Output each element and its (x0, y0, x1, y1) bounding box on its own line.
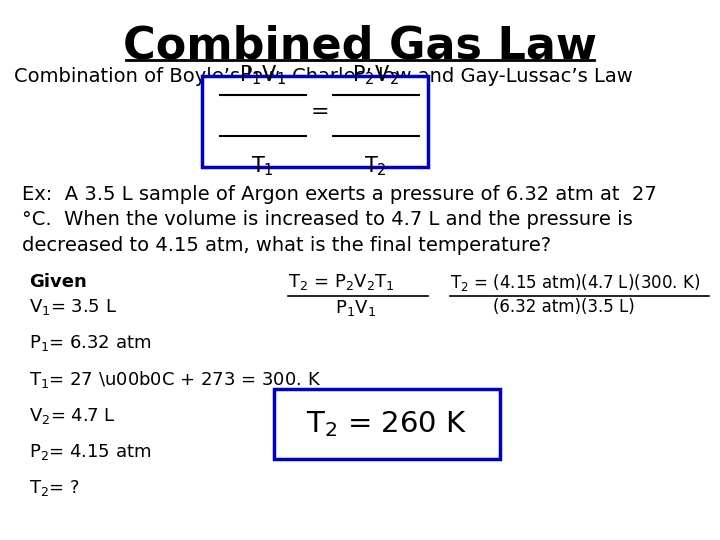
Text: V$_2$= 4.7 L: V$_2$= 4.7 L (29, 406, 115, 426)
Text: T$_2$ = P$_2$V$_2$T$_1$: T$_2$ = P$_2$V$_2$T$_1$ (288, 272, 395, 292)
Text: P$_1$V$_1$: P$_1$V$_1$ (335, 298, 376, 318)
FancyBboxPatch shape (202, 76, 428, 167)
Text: T$_1$= 27 \u00b0C + 273 = 300. K: T$_1$= 27 \u00b0C + 273 = 300. K (29, 369, 321, 390)
Text: Combination of Boyle’s law, Charles’ law and Gay-Lussac’s Law: Combination of Boyle’s law, Charles’ law… (14, 68, 633, 86)
Text: T$_2$ = 260 K: T$_2$ = 260 K (306, 409, 467, 439)
Text: P$_1$= 6.32 atm: P$_1$= 6.32 atm (29, 333, 151, 353)
Text: T$_2$= ?: T$_2$= ? (29, 478, 79, 498)
Text: Ex:  A 3.5 L sample of Argon exerts a pressure of 6.32 atm at  27
°C.  When the : Ex: A 3.5 L sample of Argon exerts a pre… (22, 185, 657, 255)
Text: T$_2$: T$_2$ (364, 154, 387, 178)
Text: V$_1$= 3.5 L: V$_1$= 3.5 L (29, 297, 117, 317)
Text: =: = (310, 102, 329, 122)
Text: (6.32 atm)(3.5 L): (6.32 atm)(3.5 L) (493, 298, 635, 316)
Text: T$_1$: T$_1$ (251, 154, 274, 178)
Text: Given: Given (29, 273, 86, 291)
Text: T$_2$ = (4.15 atm)(4.7 L)(300. K): T$_2$ = (4.15 atm)(4.7 L)(300. K) (450, 272, 701, 293)
Text: P$_1$V$_1$: P$_1$V$_1$ (239, 64, 287, 87)
Text: P$_2$V$_2$: P$_2$V$_2$ (352, 64, 400, 87)
FancyBboxPatch shape (274, 389, 500, 459)
Text: P$_2$= 4.15 atm: P$_2$= 4.15 atm (29, 442, 151, 462)
Text: Combined Gas Law: Combined Gas Law (123, 24, 597, 68)
